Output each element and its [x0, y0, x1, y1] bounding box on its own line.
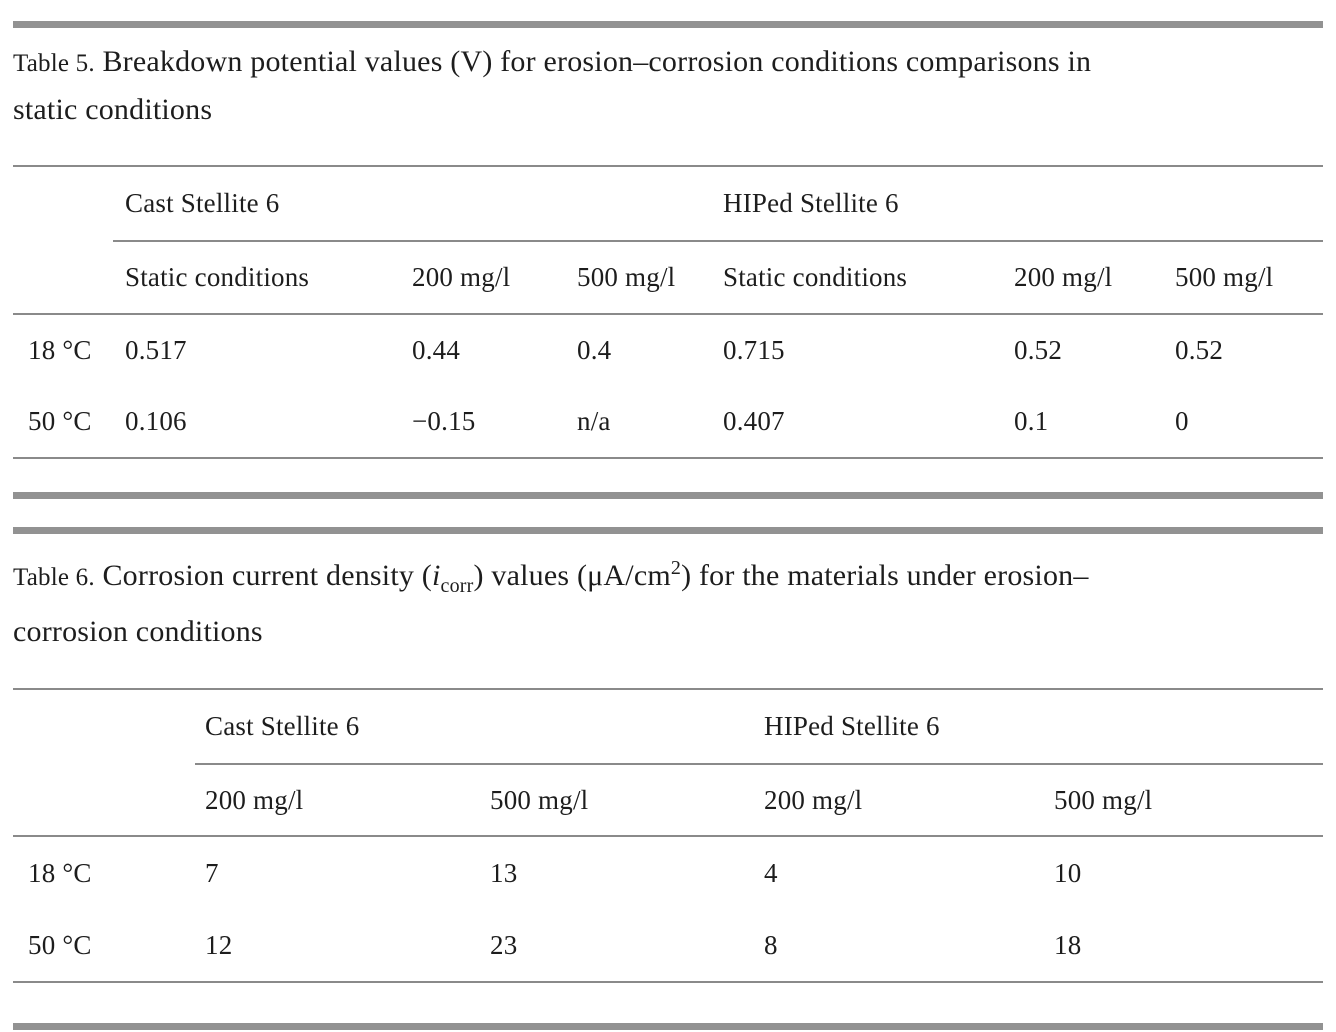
table5-header-200-cast: 200 mg/l	[412, 262, 511, 292]
table5-caption: Table 5. Breakdown potential values (V) …	[13, 39, 1323, 133]
table6-cell-50c-hiped-500: 18	[1054, 929, 1082, 960]
table5-rule-top	[13, 165, 1323, 167]
table5-cell-18c-hiped-200: 0.52	[1014, 335, 1063, 365]
table5-caption-title-line2: static conditions	[13, 93, 213, 126]
table6-cell-50c-hiped-200: 8	[764, 929, 778, 960]
table6-header-500-cast: 500 mg/l	[490, 784, 589, 815]
table6-caption: Table 6. Corrosion current density (icor…	[13, 545, 1323, 655]
table6-group-hiped-stellite: HIPed Stellite 6	[764, 711, 940, 741]
table6-header-200-cast: 200 mg/l	[205, 784, 304, 815]
table5-rule-under-groups	[113, 240, 1323, 242]
table6-caption-title-part2: ) values (μA/cm	[473, 559, 671, 592]
table5-group-cast-stellite: Cast Stellite 6	[125, 188, 280, 218]
table6-group-cast-stellite: Cast Stellite 6	[205, 711, 360, 741]
table6-caption-corr-subscript: corr	[440, 575, 474, 597]
table5-cell-18c-cast-static: 0.517	[125, 335, 187, 365]
table6-cell-18c-cast-200: 7	[205, 857, 219, 888]
table5-rule-bottom	[13, 457, 1323, 459]
table5-header-static-cast: Static conditions	[125, 262, 310, 292]
table6-cell-50c-cast-500: 23	[490, 929, 518, 960]
table5-cell-18c-hiped-static: 0.715	[723, 335, 785, 365]
table5-header-static-hiped: Static conditions	[723, 262, 908, 292]
table6-column-header-row: 200 mg/l 500 mg/l 200 mg/l 500 mg/l	[13, 765, 1323, 835]
table5-row-50c: 50 °C 0.106 −0.15 n/a 0.407 0.1 0	[13, 386, 1323, 457]
table6-caption-squared-superscript: 2	[670, 557, 682, 579]
table6-header-500-hiped: 500 mg/l	[1054, 784, 1153, 815]
table6-caption-i-symbol: i	[431, 559, 441, 592]
table6-rule-under-headers	[13, 835, 1323, 837]
table5-cell-50c-cast-200: −0.15	[412, 406, 476, 436]
table5-rowlabel-18c: 18 °C	[28, 335, 92, 365]
table5-rule-under-headers	[13, 313, 1323, 315]
table6-group-header-row: Cast Stellite 6 HIPed Stellite 6	[13, 690, 1323, 763]
table6-caption-label: Table 6.	[13, 564, 95, 591]
table6-rowlabel-50c: 50 °C	[28, 929, 92, 960]
table5-bottom-thick-bar	[13, 492, 1323, 499]
table6-cell-18c-hiped-500: 10	[1054, 857, 1082, 888]
table6-row-18c: 18 °C 7 13 4 10	[13, 837, 1323, 909]
table6-cell-50c-cast-200: 12	[205, 929, 233, 960]
table5-cell-50c-cast-500: n/a	[577, 406, 611, 436]
table6-caption-title-part1: Corrosion current density (	[102, 559, 432, 592]
table5-caption-label: Table 5.	[13, 50, 95, 77]
table5-cell-50c-hiped-static: 0.407	[723, 406, 785, 436]
table6-section: Table 6. Corrosion current density (icor…	[13, 527, 1323, 1030]
table6-caption-title-line2: corrosion conditions	[13, 615, 263, 648]
table6-top-thick-bar	[13, 527, 1323, 534]
table5-group-header-row: Cast Stellite 6 HIPed Stellite 6	[13, 167, 1323, 240]
table5-row-18c: 18 °C 0.517 0.44 0.4 0.715 0.52 0.52	[13, 315, 1323, 386]
table6-rule-under-groups	[195, 763, 1323, 765]
table6-rule-bottom	[13, 981, 1323, 983]
table5-cell-50c-cast-static: 0.106	[125, 406, 187, 436]
table5-cell-18c-cast-500: 0.4	[577, 335, 612, 365]
table5-group-hiped-stellite: HIPed Stellite 6	[723, 188, 899, 218]
table6-cell-18c-cast-500: 13	[490, 857, 518, 888]
table5-cell-50c-hiped-200: 0.1	[1014, 406, 1049, 436]
table5-header-200-hiped: 200 mg/l	[1014, 262, 1113, 292]
table6-caption-title-part3: ) for the materials under erosion–	[681, 559, 1089, 592]
table5-cell-18c-cast-200: 0.44	[412, 335, 461, 365]
content-column: Table 5. Breakdown potential values (V) …	[13, 21, 1323, 1030]
table5-header-500-hiped: 500 mg/l	[1175, 262, 1274, 292]
table6-bottom-thick-bar	[13, 1023, 1323, 1030]
table5-top-thick-bar	[13, 21, 1323, 28]
table5-cell-18c-hiped-500: 0.52	[1175, 335, 1224, 365]
table6-row-50c: 50 °C 12 23 8 18	[13, 909, 1323, 981]
table5-section: Table 5. Breakdown potential values (V) …	[13, 21, 1323, 499]
table5-caption-title-line1: Breakdown potential values (V) for erosi…	[102, 45, 1092, 78]
table6-rowlabel-18c: 18 °C	[28, 857, 92, 888]
table5-column-header-row: Static conditions 200 mg/l 500 mg/l Stat…	[13, 242, 1323, 313]
table6-cell-18c-hiped-200: 4	[764, 857, 778, 888]
table5-cell-50c-hiped-500: 0	[1175, 406, 1189, 436]
table6-header-200-hiped: 200 mg/l	[764, 784, 863, 815]
table5-header-500-cast: 500 mg/l	[577, 262, 676, 292]
table6-rule-top	[13, 688, 1323, 690]
table5-rowlabel-50c: 50 °C	[28, 406, 92, 436]
